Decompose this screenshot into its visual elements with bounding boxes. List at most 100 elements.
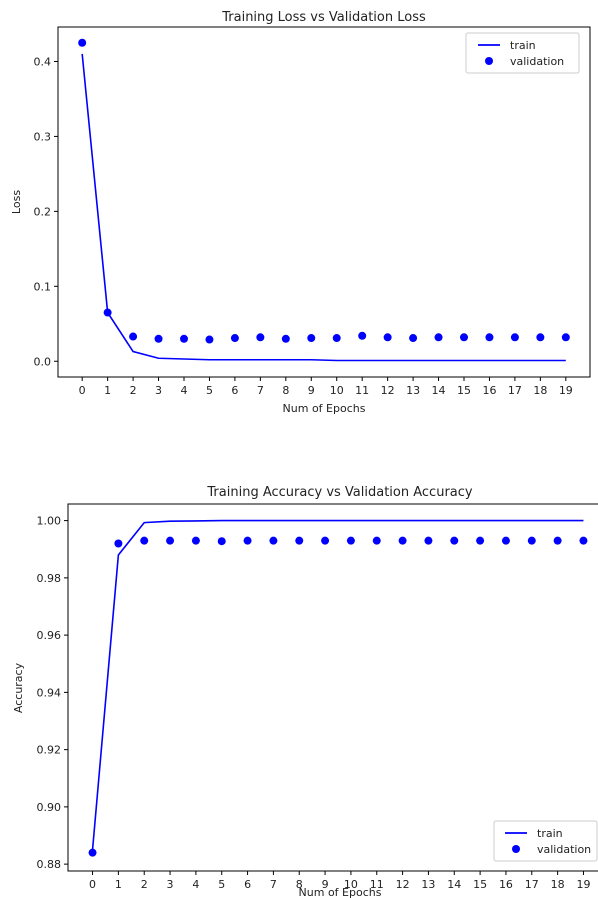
x-tick-label: 10 — [330, 384, 344, 397]
x-tick-label: 11 — [355, 384, 369, 397]
validation-point — [358, 331, 367, 340]
y-tick-label: 0.4 — [34, 55, 52, 68]
x-tick-label: 9 — [308, 384, 315, 397]
y-tick-label: 0.90 — [37, 801, 62, 814]
legend-train-label: train — [537, 827, 563, 840]
validation-point — [332, 334, 341, 343]
series-layer — [88, 519, 588, 857]
x-axis: 0 1 2 3 4 5 6 7 8 9 10 11 12 13 14 15 16 17 18 19 — [89, 871, 590, 891]
x-tick-label: 18 — [533, 384, 547, 397]
plot-frame — [67, 503, 598, 872]
validation-point — [230, 334, 239, 343]
y-tick-label: 0.94 — [37, 686, 62, 699]
x-tick-label: 15 — [473, 878, 487, 891]
validation-point — [398, 536, 407, 545]
y-axis-label: Accuracy — [12, 662, 25, 713]
validation-point — [114, 539, 123, 548]
x-tick-label: 13 — [406, 384, 420, 397]
x-tick-label: 14 — [432, 384, 446, 397]
validation-point — [269, 536, 278, 545]
x-tick-label: 12 — [381, 384, 395, 397]
validation-point — [217, 537, 226, 546]
validation-point — [295, 536, 304, 545]
x-tick-label: 19 — [559, 384, 573, 397]
validation-point — [409, 334, 418, 343]
x-tick-label: 0 — [89, 878, 96, 891]
y-tick-label: 0.3 — [34, 130, 52, 143]
y-tick-label: 0.1 — [34, 280, 52, 293]
validation-point — [256, 333, 265, 342]
train-line — [81, 53, 566, 362]
legend: train validation — [493, 820, 598, 862]
validation-point — [476, 536, 485, 545]
validation-point — [536, 333, 545, 342]
validation-point — [460, 333, 468, 342]
x-tick-label: 19 — [576, 878, 590, 891]
y-tick-label: 1.00 — [37, 515, 62, 528]
chart-title: Training Accuracy vs Validation Accuracy — [206, 485, 472, 500]
x-tick-label: 5 — [218, 878, 225, 891]
legend-validation-label: validation — [510, 55, 564, 68]
y-axis: 0.88 0.90 0.92 0.94 0.96 0.98 1.00 — [37, 515, 68, 871]
legend-validation-swatch — [485, 57, 493, 65]
validation-point — [307, 334, 316, 343]
x-tick-label: 4 — [192, 878, 199, 891]
x-tick-label: 2 — [130, 384, 137, 397]
x-tick-label: 3 — [155, 384, 162, 397]
validation-point — [191, 536, 200, 545]
validation-point — [527, 536, 536, 545]
x-tick-label: 7 — [270, 878, 277, 891]
x-tick-label: 15 — [457, 384, 471, 397]
y-tick-label: 0.98 — [37, 572, 62, 585]
y-axis: 0.0 0.1 0.2 0.3 0.4 — [34, 55, 58, 368]
validation-point — [346, 536, 355, 545]
legend-box — [465, 32, 580, 74]
x-tick-label: 8 — [296, 878, 303, 891]
x-tick-label: 7 — [257, 384, 264, 397]
x-tick-label: 18 — [551, 878, 565, 891]
x-axis-label: Num of Epochs — [299, 886, 382, 898]
x-tick-label: 13 — [421, 878, 435, 891]
validation-point — [553, 536, 562, 545]
x-tick-label: 3 — [167, 878, 174, 891]
validation-point — [166, 536, 175, 545]
x-tick-label: 12 — [396, 878, 410, 891]
y-tick-label: 0.0 — [34, 355, 52, 368]
accuracy-chart: Training Accuracy vs Validation Accuracy… — [12, 485, 598, 898]
plot-frame — [57, 26, 591, 378]
validation-point — [485, 333, 494, 342]
x-tick-label: 9 — [322, 878, 329, 891]
validation-point — [372, 536, 381, 545]
legend-validation-label: validation — [537, 843, 591, 856]
validation-point — [510, 333, 519, 342]
series-layer — [78, 38, 570, 362]
validation-point — [450, 536, 459, 545]
validation-point — [434, 333, 443, 342]
x-tick-label: 1 — [115, 878, 122, 891]
validation-point — [154, 334, 163, 343]
validation-point — [383, 333, 392, 342]
validation-point — [579, 536, 588, 545]
validation-point — [140, 536, 149, 545]
legend: train validation — [465, 32, 580, 74]
x-axis: 0 1 2 3 4 5 6 7 8 9 10 11 12 13 14 15 16 17 18 19 — [79, 377, 573, 397]
x-tick-label: 16 — [482, 384, 496, 397]
legend-box — [493, 820, 598, 862]
y-tick-label: 0.96 — [37, 629, 62, 642]
x-tick-label: 5 — [206, 384, 213, 397]
x-tick-label: 17 — [508, 384, 522, 397]
validation-point — [561, 333, 570, 342]
y-tick-label: 0.2 — [34, 205, 52, 218]
legend-validation-swatch — [512, 845, 520, 853]
validation-point — [243, 536, 252, 545]
x-tick-label: 14 — [447, 878, 461, 891]
x-tick-label: 11 — [370, 878, 384, 891]
x-tick-label: 16 — [499, 878, 513, 891]
x-tick-label: 0 — [79, 384, 86, 397]
validation-point — [88, 848, 97, 857]
x-tick-label: 4 — [181, 384, 188, 397]
y-tick-label: 0.88 — [37, 858, 62, 871]
train-line — [91, 519, 584, 850]
validation-point — [205, 335, 214, 344]
legend-train-label: train — [510, 39, 536, 52]
